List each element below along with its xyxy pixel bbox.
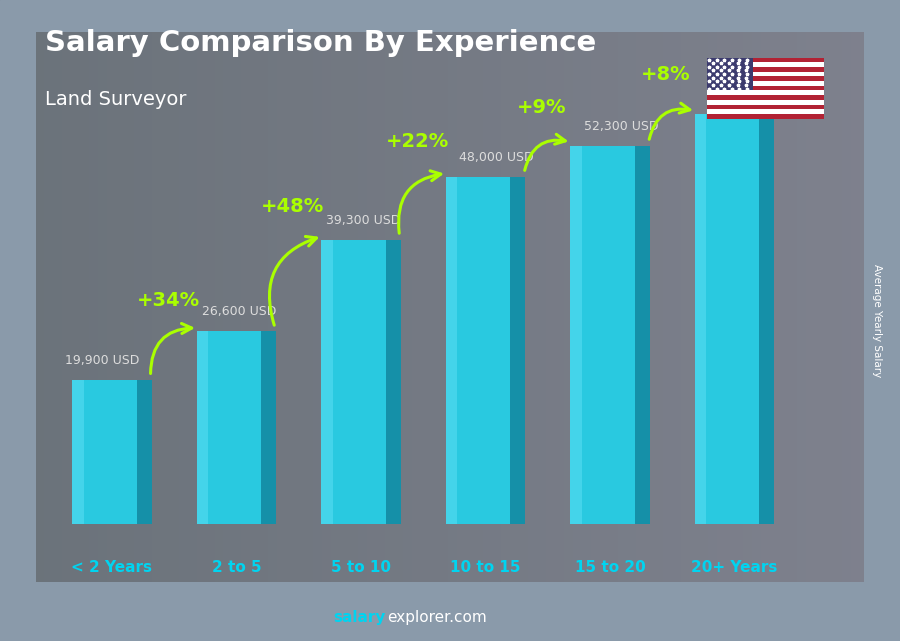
Bar [706,81,824,86]
Text: 2 to 5: 2 to 5 [212,560,261,575]
Bar [571,146,581,524]
Bar [695,115,707,524]
Bar [706,86,824,90]
Bar [706,90,824,95]
Bar [706,76,824,81]
Text: 20+ Years: 20+ Years [691,560,778,575]
Text: Land Surveyor: Land Surveyor [45,90,186,109]
Bar [196,331,208,524]
Bar [321,240,333,524]
Bar [446,177,510,524]
Text: +22%: +22% [385,131,448,151]
Bar [706,67,824,72]
Text: +34%: +34% [137,291,200,310]
Bar [706,95,824,100]
Bar [72,380,84,524]
Bar [321,240,386,524]
Polygon shape [137,380,152,524]
Text: +8%: +8% [641,65,691,84]
Bar [706,58,753,90]
Text: +9%: +9% [517,98,566,117]
Text: Average Yearly Salary: Average Yearly Salary [872,264,883,377]
Bar [695,115,760,524]
Bar [706,58,824,62]
Text: Salary Comparison By Experience: Salary Comparison By Experience [45,29,596,57]
Bar [706,114,824,119]
Text: salary: salary [333,610,385,625]
Text: 10 to 15: 10 to 15 [450,560,521,575]
Bar [706,62,824,67]
Bar [446,177,457,524]
Text: 15 to 20: 15 to 20 [574,560,645,575]
Text: 48,000 USD: 48,000 USD [459,151,534,163]
Polygon shape [634,146,650,524]
Polygon shape [261,331,276,524]
Bar [706,109,824,114]
Bar [571,146,634,524]
Text: 26,600 USD: 26,600 USD [202,305,276,319]
Text: explorer.com: explorer.com [387,610,487,625]
Bar [72,380,137,524]
Polygon shape [386,240,400,524]
Text: 5 to 10: 5 to 10 [331,560,391,575]
Polygon shape [760,115,774,524]
Text: 56,600 USD: 56,600 USD [717,88,792,101]
Bar [706,104,824,109]
Bar [706,100,824,104]
Text: 19,900 USD: 19,900 USD [65,354,139,367]
Polygon shape [510,177,526,524]
Text: < 2 Years: < 2 Years [71,560,152,575]
Text: 39,300 USD: 39,300 USD [326,213,400,226]
Text: 52,300 USD: 52,300 USD [584,120,658,133]
Bar [196,331,261,524]
Bar [706,72,824,76]
Text: +48%: +48% [261,197,324,216]
